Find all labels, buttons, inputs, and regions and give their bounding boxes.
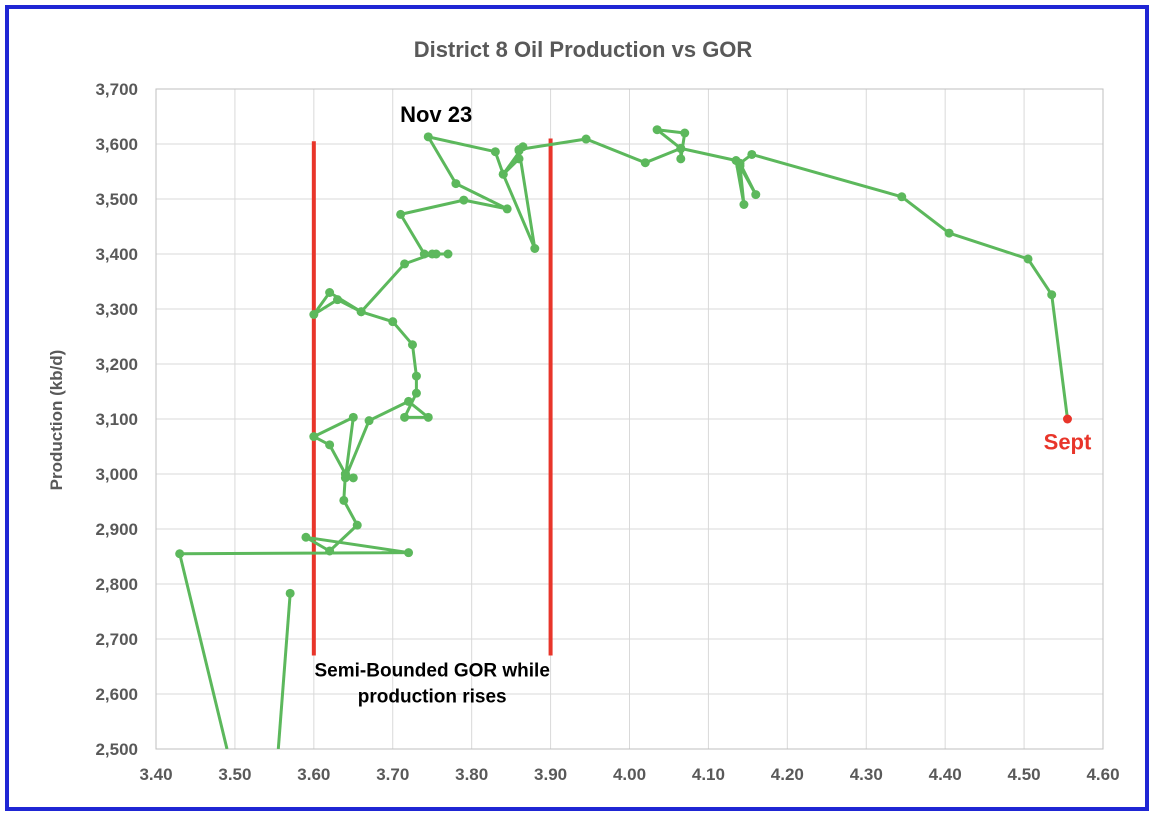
data-point: [423, 412, 433, 422]
data-point: [396, 209, 406, 219]
y-tick-label: 3,100: [95, 410, 138, 429]
data-point: [431, 249, 441, 259]
data-point: [498, 169, 508, 179]
data-point: [423, 132, 433, 142]
y-tick-label: 2,800: [95, 575, 138, 594]
data-point: [404, 396, 414, 406]
x-tick-label: 4.40: [929, 765, 962, 784]
y-tick-label: 3,400: [95, 245, 138, 264]
data-point: [747, 149, 757, 159]
data-point: [640, 158, 650, 168]
data-point: [490, 147, 500, 157]
x-tick-label: 3.60: [297, 765, 330, 784]
data-point: [285, 588, 295, 598]
plot-area-border: [155, 88, 1104, 750]
x-tick-label: 4.50: [1008, 765, 1041, 784]
data-point: [751, 190, 761, 200]
data-point: [676, 143, 686, 153]
y-tick-label: 2,700: [95, 630, 138, 649]
x-tick-label: 3.70: [376, 765, 409, 784]
data-point: [451, 179, 461, 189]
annotations: Nov 23 Sept Semi-Bounded GOR while producti…: [315, 102, 1092, 707]
series-line: [276, 593, 292, 749]
data-point: [581, 134, 591, 144]
y-tick-label: 2,500: [95, 740, 138, 759]
y-tick-label: 3,300: [95, 300, 138, 319]
data-point: [352, 520, 362, 530]
data-point: [356, 307, 366, 317]
data-point: [944, 228, 954, 238]
y-tick-label: 3,500: [95, 190, 138, 209]
data-point: [502, 204, 512, 214]
x-tick-label: 3.80: [455, 765, 488, 784]
data-point: [404, 548, 414, 558]
y-tick-label: 3,000: [95, 465, 138, 484]
data-point: [339, 495, 349, 505]
data-point: [388, 317, 398, 327]
data-point: [514, 145, 524, 154]
data-point: [407, 340, 417, 350]
data-point: [1047, 290, 1057, 300]
data-point: [676, 154, 686, 164]
data-point: [411, 388, 421, 398]
last-data-point: [1062, 414, 1072, 424]
x-tick-label: 3.90: [534, 765, 567, 784]
chart-title: District 8 Oil Production vs GOR: [414, 37, 753, 62]
series-group: [175, 125, 1072, 749]
data-point: [400, 412, 410, 422]
data-point: [514, 154, 524, 164]
data-point: [530, 244, 540, 253]
data-point: [443, 249, 453, 259]
data-point: [419, 249, 429, 259]
data-point: [411, 371, 421, 381]
grid: [155, 88, 1104, 750]
data-point: [400, 259, 410, 269]
data-point: [340, 473, 350, 483]
reference-lines: [311, 138, 553, 656]
annotation-0: Nov 23: [400, 102, 472, 127]
y-tick-label: 3,200: [95, 355, 138, 374]
data-point: [333, 295, 343, 305]
annotation-1: Sept: [1044, 429, 1092, 454]
x-tick-label: 4.20: [771, 765, 804, 784]
data-point: [348, 473, 358, 483]
axis-ticks: 3.40 3.50 3.60 3.70 3.80 3.90 4.00 4.10 4.20 4.30…: [95, 80, 1119, 784]
data-point: [897, 192, 907, 202]
annotation-3: production rises: [358, 686, 507, 707]
data-point: [301, 532, 311, 542]
x-tick-label: 3.50: [218, 765, 251, 784]
data-point: [652, 125, 662, 135]
data-point: [309, 432, 319, 442]
data-point: [459, 195, 469, 205]
data-point: [364, 416, 374, 426]
y-tick-label: 3,700: [95, 80, 138, 99]
data-point: [325, 288, 335, 297]
x-tick-label: 3.40: [139, 765, 172, 784]
x-tick-label: 4.10: [692, 765, 725, 784]
data-point: [325, 440, 335, 450]
x-tick-label: 4.30: [850, 765, 883, 784]
data-point: [175, 549, 185, 559]
annotation-2: Semi-Bounded GOR while: [315, 660, 550, 681]
data-point: [1023, 254, 1033, 264]
data-point: [739, 200, 749, 209]
y-tick-label: 3,600: [95, 135, 138, 154]
data-point: [309, 310, 319, 319]
data-point: [680, 128, 690, 138]
y-tick-label: 2,900: [95, 520, 138, 539]
x-tick-label: 4.60: [1086, 765, 1119, 784]
data-point: [348, 412, 358, 422]
data-point: [735, 158, 745, 168]
x-tick-label: 4.00: [613, 765, 646, 784]
y-axis-label: Production (kb/d): [47, 350, 66, 491]
y-tick-label: 2,600: [95, 685, 138, 704]
data-point: [325, 546, 335, 556]
